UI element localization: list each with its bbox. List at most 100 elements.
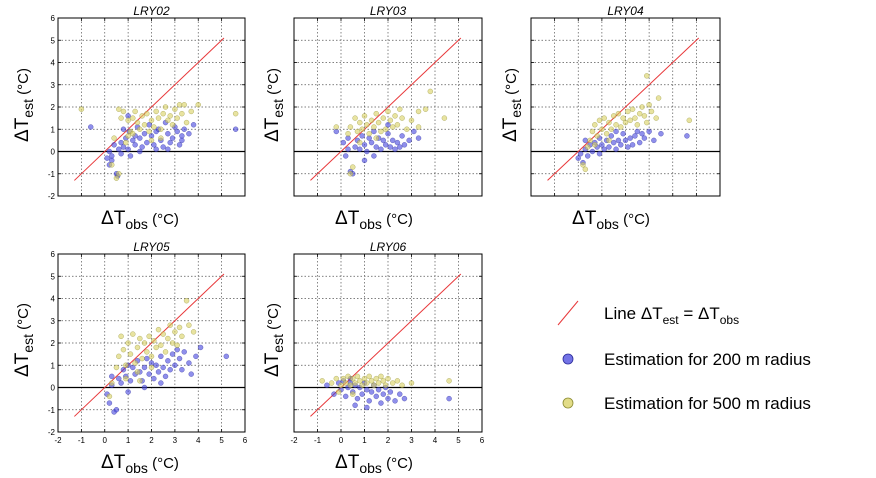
x-axis-label: ΔTobs (°C) [101, 208, 179, 232]
legend-label: Estimation for 200 m radius [604, 350, 811, 369]
y-tick-label: 5 [51, 36, 56, 45]
y-tick-label: 3 [51, 317, 56, 326]
data-point [380, 378, 387, 384]
panel-lry04: LRY04 ΔTobs (°C) ΔTest (°C) [500, 4, 721, 232]
data-point [132, 142, 138, 148]
data-point [627, 117, 633, 124]
y-tick-label: -2 [48, 192, 56, 201]
data-point [109, 162, 115, 168]
data-point [357, 378, 363, 384]
y-tick-label: 1 [51, 361, 56, 370]
data-point [116, 171, 122, 177]
data-point [378, 146, 384, 153]
data-point [408, 117, 415, 124]
legend-label: Estimation for 500 m radius [604, 394, 811, 413]
data-point [174, 342, 180, 348]
data-point [587, 137, 593, 144]
data-point [162, 104, 169, 110]
y-tick-label: -2 [48, 428, 56, 437]
data-point [116, 353, 122, 360]
data-point [127, 378, 134, 384]
data-point [333, 375, 340, 382]
data-point [357, 139, 363, 146]
data-point [392, 146, 398, 153]
data-point [601, 146, 607, 153]
data-point [636, 139, 643, 146]
data-point [111, 135, 117, 141]
data-point [385, 122, 391, 128]
data-point [584, 144, 591, 150]
y-tick-label: 6 [51, 14, 56, 23]
data-point [176, 142, 183, 148]
x-tick-label: -1 [314, 436, 322, 445]
data-point [125, 146, 131, 153]
data-point [137, 126, 143, 132]
data-point [352, 115, 358, 121]
data-point [634, 128, 641, 135]
y-axis-label: ΔTest (°C) [12, 68, 36, 142]
data-point [352, 380, 358, 386]
data-point [167, 139, 173, 146]
x-axis-label: ΔTobs (°C) [335, 208, 413, 232]
data-point [155, 326, 162, 333]
data-point [342, 380, 349, 386]
y-axis-label: ΔTest (°C) [262, 303, 286, 377]
x-axis-label: ΔTobs (°C) [572, 208, 650, 232]
y-tick-label: 5 [51, 272, 56, 281]
data-point [162, 373, 169, 380]
data-point [406, 137, 412, 144]
data-point [342, 393, 349, 400]
data-point [130, 130, 136, 137]
data-point [401, 395, 408, 402]
data-point [167, 366, 173, 373]
data-point [169, 351, 176, 357]
data-point [116, 106, 122, 112]
series-500m [78, 102, 239, 181]
data-point [646, 102, 652, 108]
data-point [392, 113, 398, 119]
data-point [144, 349, 150, 355]
data-point [613, 146, 619, 153]
data-point [141, 384, 148, 391]
data-point [151, 124, 157, 130]
y-tick-label: 2 [51, 339, 56, 348]
y-tick-label: 1 [51, 125, 56, 134]
data-point [622, 137, 629, 144]
data-point [169, 122, 176, 128]
data-point [134, 369, 141, 375]
data-point [359, 391, 365, 397]
data-point [176, 355, 183, 362]
data-point [634, 122, 641, 128]
data-point [361, 375, 368, 382]
data-point [373, 375, 379, 382]
reference-line [74, 273, 225, 417]
x-axis-label: ΔTobs (°C) [101, 452, 179, 476]
data-point [347, 124, 354, 130]
data-point [130, 364, 136, 371]
data-point [345, 130, 351, 137]
data-point [223, 353, 230, 360]
data-point [364, 380, 370, 386]
data-point [125, 133, 131, 139]
reference-line [310, 37, 462, 181]
data-point [415, 108, 422, 115]
data-point [186, 360, 192, 366]
data-point [172, 362, 178, 368]
data-point [382, 142, 389, 148]
y-tick-label: -1 [48, 406, 56, 415]
data-point [123, 139, 129, 146]
data-point [167, 113, 173, 119]
data-point [139, 144, 145, 150]
data-point [183, 297, 190, 304]
data-point [441, 115, 448, 121]
data-point [125, 117, 131, 124]
data-point [606, 137, 612, 144]
data-point [345, 373, 351, 380]
data-point [596, 117, 603, 124]
data-point [120, 126, 127, 132]
data-point [371, 382, 377, 389]
data-point [188, 108, 194, 115]
data-point [146, 122, 152, 128]
data-point [160, 331, 166, 337]
data-point [141, 122, 148, 128]
